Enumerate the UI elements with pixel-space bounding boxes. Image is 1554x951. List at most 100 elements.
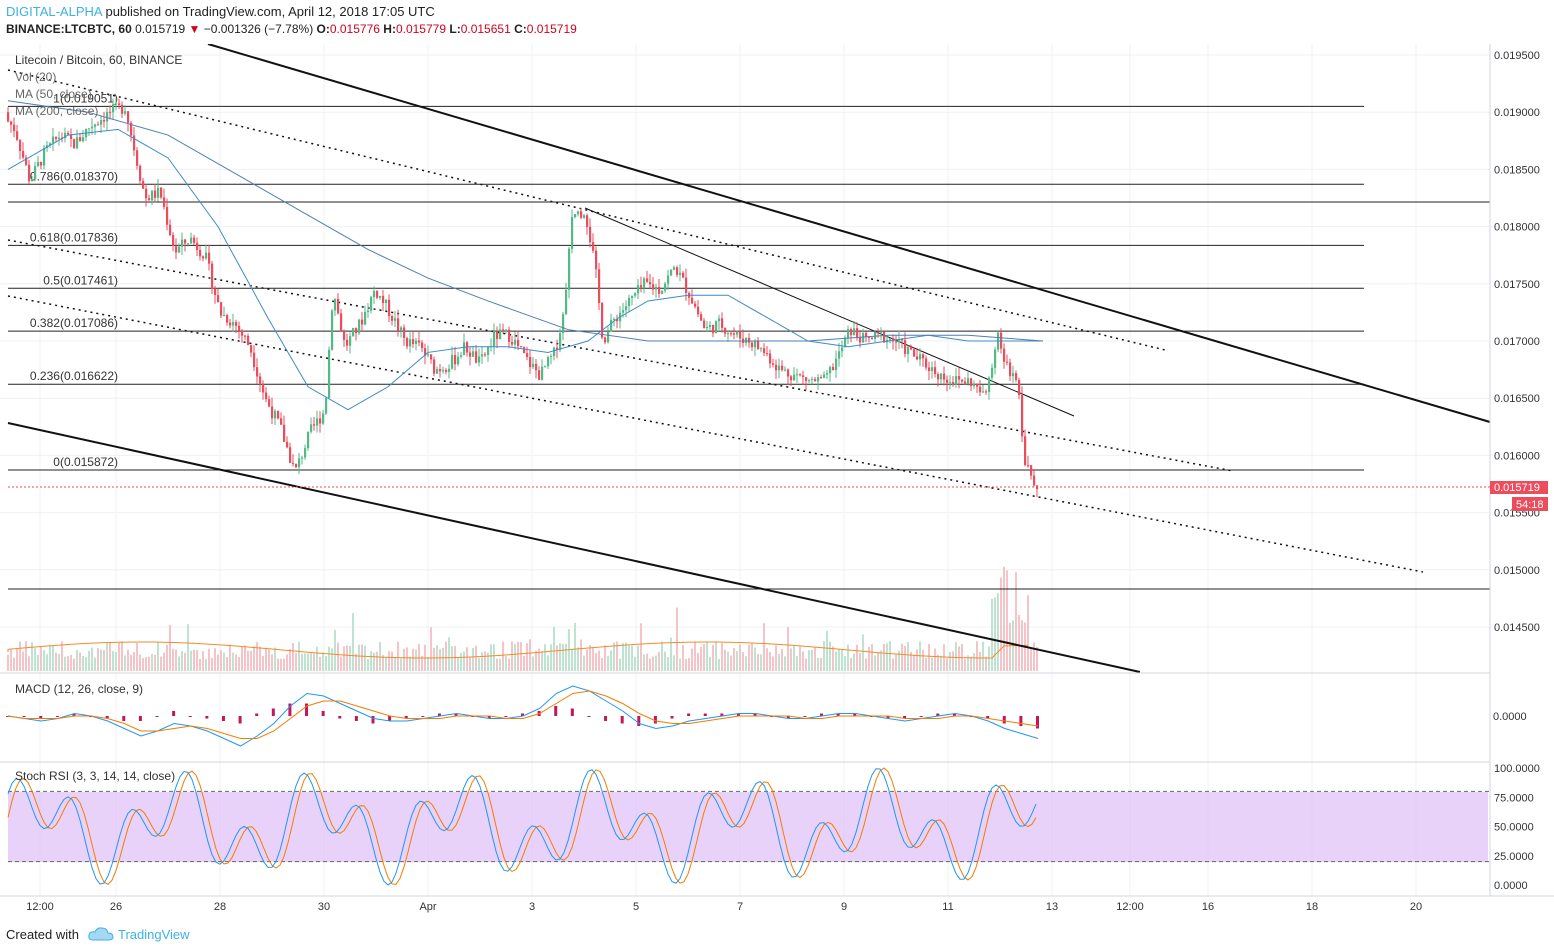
candle-body [904, 340, 907, 355]
candle-body [604, 337, 607, 343]
volume-bar [991, 598, 993, 671]
candle-body [316, 418, 319, 426]
volume-bar [412, 648, 414, 671]
candle-body [67, 133, 70, 135]
candle-body [829, 366, 832, 374]
volume-bar [454, 645, 456, 671]
volume-bar [109, 642, 111, 671]
volume-bar [469, 657, 471, 671]
volume-bar [211, 657, 213, 671]
volume-bar [361, 644, 363, 671]
candle-body [1033, 475, 1036, 486]
volume-bar [484, 651, 486, 671]
macd-histogram-bar [188, 716, 192, 717]
candle-body [988, 377, 991, 392]
tradingview-logo[interactable]: TradingView [88, 925, 208, 945]
macd-histogram-bar [653, 716, 657, 724]
candle-body [784, 369, 787, 371]
macd-histogram-bar [72, 713, 76, 716]
volume-bar [781, 649, 783, 671]
volume-bar [586, 649, 588, 671]
candle-body [373, 291, 376, 298]
fib-label: 0.618(0.017836) [30, 230, 118, 244]
volume-bar [694, 642, 696, 671]
candle-body [805, 377, 808, 382]
volume-bar [532, 656, 534, 671]
candle-body [523, 347, 526, 354]
macd-histogram-bar [288, 703, 292, 716]
candle-body [811, 379, 814, 381]
volume-bar [103, 650, 105, 671]
volume-bar [826, 630, 828, 671]
candle-body [724, 327, 727, 334]
candle-body [976, 383, 979, 387]
volume-bar [922, 649, 924, 671]
macd-histogram-bar [604, 716, 608, 721]
volume-bar [547, 655, 549, 671]
volume-bars [7, 566, 1038, 671]
volume-bar [970, 656, 972, 671]
candle-body [802, 375, 805, 378]
macd-histogram-bar [321, 711, 325, 716]
volume-bar [721, 643, 723, 671]
candle-body [844, 337, 847, 348]
macd-histogram-bar [22, 716, 26, 717]
candle-body [577, 211, 580, 215]
candle-body [745, 337, 748, 343]
volume-bar [967, 655, 969, 671]
candle-body [184, 239, 187, 244]
candle-body [292, 462, 295, 464]
candle-body [505, 329, 508, 332]
volume-bar [910, 651, 912, 671]
volume-bar [172, 648, 174, 671]
candle-body [781, 365, 784, 370]
volume-bar [622, 643, 624, 671]
volume-bar [406, 647, 408, 671]
volume-bar [16, 648, 18, 671]
time-tick-label: 7 [737, 901, 743, 913]
volume-bar [310, 652, 312, 671]
volume-bar [841, 649, 843, 671]
candle-body [877, 331, 880, 333]
candle-body [574, 214, 577, 217]
volume-bar [445, 641, 447, 671]
candle-body [1003, 348, 1006, 362]
volume-bar [439, 649, 441, 671]
volume-bar [250, 651, 252, 671]
candle-body [943, 373, 946, 380]
volume-bar [499, 658, 501, 671]
axes: 0.019500 0.019000 0.018500 0.018000 0.017500… [26, 50, 1540, 913]
candle-body [190, 237, 193, 244]
candle-body [211, 263, 214, 289]
stoch-tick-label: 75.0000 [1494, 792, 1534, 804]
candle-body [301, 457, 304, 459]
volume-bar [487, 652, 489, 671]
candle-body [112, 104, 115, 113]
volume-bar [334, 629, 336, 671]
volume-bar [286, 654, 288, 671]
candle-body [436, 369, 439, 374]
candle-body [970, 378, 973, 387]
stoch-d-line [7, 767, 1037, 885]
candle-body [145, 188, 148, 199]
price-tick-label: 0.019500 [1494, 50, 1540, 62]
volume-bar [238, 657, 240, 671]
candle-body [1021, 395, 1024, 437]
author-link[interactable]: DIGITAL-ALPHA [6, 4, 102, 19]
high-label: H: [383, 22, 396, 36]
macd-histogram-bar [687, 713, 691, 716]
volume-bar [562, 643, 564, 671]
fib-label: 0(0.015872) [53, 455, 118, 469]
candle-body [700, 314, 703, 321]
candle-body [553, 347, 556, 357]
volume-bar [178, 656, 180, 671]
candle-body [241, 330, 244, 336]
volume-bar [538, 648, 540, 671]
candle-body [217, 295, 220, 303]
volume-bar [871, 644, 873, 671]
candle-body [358, 319, 361, 334]
volume-bar [421, 655, 423, 671]
volume-bar [457, 657, 459, 671]
candle-body [148, 198, 151, 201]
